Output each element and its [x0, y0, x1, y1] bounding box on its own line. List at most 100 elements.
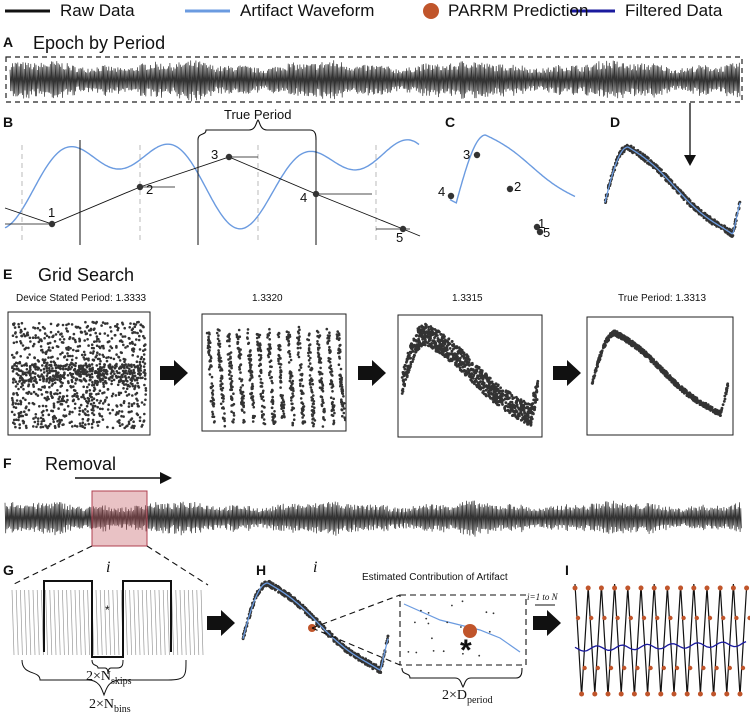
grid-search-point: [430, 329, 434, 333]
grid-search-point: [240, 408, 244, 412]
grid-search-point: [72, 348, 75, 352]
raw-sample-point: [442, 650, 445, 653]
grid-search-point: [525, 412, 529, 416]
grid-search-point: [12, 405, 16, 409]
grid-search-point: [259, 392, 263, 396]
sample-point: [447, 192, 455, 200]
grid-search-point: [252, 416, 255, 420]
raw-sample-point: [431, 637, 433, 640]
grid-search-point: [129, 418, 133, 422]
grid-search-point: [230, 397, 233, 401]
grid-search-point: [313, 406, 316, 410]
grid-search-point: [94, 370, 97, 373]
grid-search-point: [297, 343, 300, 346]
grid-search-point: [239, 386, 243, 389]
grid-search-point: [405, 374, 409, 378]
grid-search-point: [124, 346, 127, 349]
grid-search-point: [45, 390, 48, 394]
grid-search-point: [123, 358, 127, 361]
grid-search-point: [14, 380, 18, 384]
grid-search-point: [63, 415, 66, 418]
grid-search-point: [248, 353, 251, 357]
grid-search-point: [144, 389, 148, 392]
grid-search-point: [57, 407, 60, 410]
grid-search-point: [223, 419, 226, 423]
grid-search-point: [427, 339, 431, 343]
grid-search-point: [82, 350, 86, 354]
grid-search-point: [27, 378, 30, 382]
raw-sample-point: [415, 651, 418, 654]
grid-search-point: [125, 394, 129, 397]
grid-search-point: [41, 364, 44, 367]
grid-search-point: [475, 368, 478, 371]
grid-search-point: [17, 373, 20, 377]
grid-search-point: [404, 378, 408, 381]
grid-search-point: [71, 354, 74, 358]
grid-search-point: [302, 420, 306, 424]
grid-search-point: [86, 324, 90, 328]
grid-search-point: [70, 323, 74, 326]
grid-search-point: [25, 368, 29, 371]
grid-search-point: [111, 374, 114, 378]
raw-sample-line: [104, 589, 107, 656]
grid-search-point: [328, 366, 332, 370]
grid-search-point: [270, 406, 274, 410]
grid-search-point: [310, 413, 314, 416]
grid-search-point: [249, 366, 252, 370]
grid-search-point: [405, 357, 409, 361]
grid-search-point: [510, 400, 514, 404]
grid-search-point: [127, 370, 130, 373]
raw-sample-point: [407, 651, 410, 653]
grid-search-point: [341, 404, 345, 408]
grid-search-point: [58, 418, 61, 422]
grid-search-point: [91, 383, 94, 386]
grid-search-point: [72, 388, 76, 392]
grid-search-point: [34, 392, 38, 396]
grid-search-point: [462, 357, 466, 360]
grid-search-point: [695, 401, 699, 404]
grid-search-point: [437, 350, 441, 353]
grid-search-point: [80, 395, 83, 399]
grid-search-point: [126, 384, 130, 388]
grid-search-point: [122, 387, 125, 390]
parrm-prediction-point: [674, 665, 680, 671]
grid-search-point: [248, 378, 252, 382]
grid-search-point: [139, 369, 143, 372]
grid-search-point: [83, 358, 86, 361]
artifact-waveform-line: [4, 139, 420, 230]
grid-search-point: [18, 426, 22, 430]
raw-sample-line: [108, 589, 111, 656]
grid-search-point: [591, 381, 594, 385]
grid-search-point: [340, 383, 344, 386]
grid-search-point: [415, 339, 419, 343]
grid-search-point: [87, 383, 91, 386]
h-index-label: i: [313, 559, 318, 576]
grid-search-point: [684, 388, 687, 392]
grid-search-point: [15, 340, 18, 344]
grid-search-label-3: 1.3315: [452, 293, 483, 304]
parrm-prediction-point: [717, 585, 723, 591]
grid-search-point: [28, 366, 32, 370]
grid-search-point: [469, 368, 472, 372]
grid-search-point: [109, 356, 113, 360]
grid-search-point: [221, 382, 224, 386]
grid-search-point: [459, 363, 463, 367]
grid-search-point: [316, 351, 320, 355]
grid-search-point: [123, 360, 126, 364]
grid-search-point: [110, 337, 114, 340]
grid-search-point: [330, 401, 334, 405]
parrm-prediction-point: [645, 691, 651, 697]
grid-search-point: [60, 332, 63, 336]
grid-search-point: [131, 353, 134, 357]
grid-search-point: [308, 374, 312, 377]
grid-search-point: [721, 403, 725, 406]
grid-search-point: [288, 335, 292, 338]
grid-search-point: [438, 330, 441, 334]
grid-search-point: [21, 414, 25, 418]
grid-search-point: [508, 396, 511, 400]
grid-search-point: [13, 413, 16, 417]
grid-search-point: [49, 330, 53, 334]
grid-search-point: [448, 359, 452, 363]
grid-search-point: [89, 327, 93, 331]
grid-search-point: [66, 404, 70, 408]
